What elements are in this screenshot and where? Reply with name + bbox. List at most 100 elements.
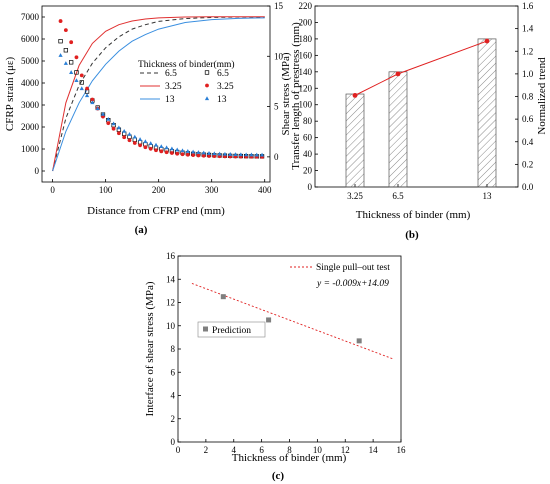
- panel-a-stress-point-6-5: [69, 60, 74, 65]
- panel-a-stress-point-3-25: [148, 146, 153, 151]
- panel-c-x-axis-label: Thickness of binder (mm): [232, 452, 347, 464]
- panel-a-stress-point-13: [127, 132, 132, 136]
- panel-a-stress-point-3-25: [170, 151, 174, 155]
- panel-b-bar: [388, 71, 408, 188]
- panel-a-left-tick-label: 5000: [21, 56, 40, 66]
- panel-a-stress-point-13: [164, 145, 169, 150]
- panel-a-stress-point-13: [153, 142, 159, 147]
- panel-a-stress-point-3-25: [58, 19, 63, 23]
- panel-c-y-axis-label: Interface of shear stress (MPa): [144, 281, 156, 416]
- panel-c: 0 2 4 6 8 10 12 14 16 0 2 4 6 8 10 12 14 16 Single pull–o…: [144, 251, 406, 482]
- panel-a-legend-stress-label: 6.5: [217, 69, 229, 79]
- panel-a-stress-point-13: [244, 152, 249, 157]
- panel-b-left-tick-label: 140: [299, 67, 313, 77]
- panel-a-legend: Thickness of binder(mm) 6.5 3.25 13 6.5 3.25…: [138, 59, 235, 105]
- panel-a-strain-curve-13: [52, 17, 265, 172]
- panel-a-stress-point-13: [259, 152, 265, 157]
- panel-a-legend-rows: 6.5 3.25 13 6.5 3.25 13: [140, 69, 234, 105]
- panel-a-legend-stress-marker: [205, 83, 209, 88]
- panel-c-x-tick-label: 10: [313, 445, 323, 455]
- panel-a-stress-point-3-25: [154, 148, 158, 153]
- panel-a-stress-point-3-25: [111, 126, 116, 131]
- panel-c-y-tick-label: 10: [166, 321, 176, 331]
- panel-a-stress-point-3-25: [201, 153, 206, 158]
- panel-a-stress-point-13: [111, 121, 116, 126]
- panel-c-equation: y = -0.009x+14.09: [316, 279, 389, 289]
- panel-b-left-tick-label: 220: [299, 1, 313, 11]
- panel-c-y-tick-label: 0: [171, 437, 176, 447]
- panel-a-stress-point-13: [159, 144, 164, 148]
- panel-b-right-tick-label: 1.2: [522, 46, 533, 56]
- panel-a-stress-point-13: [233, 152, 238, 157]
- panel-c-x-tick-label: 4: [232, 445, 237, 455]
- panel-a-stress-point-13: [74, 78, 79, 83]
- panel-c-x-tick-label: 16: [397, 445, 407, 455]
- panel-a-left-tick-label: 7000: [21, 12, 40, 22]
- panel-b-right-tick-label: 1.0: [522, 69, 534, 79]
- panel-c-x-tick-label: 12: [341, 445, 350, 455]
- panel-a-right-tick-label: 5: [274, 102, 279, 112]
- panel-a-x-tick-label: 400: [258, 185, 272, 195]
- panel-a-stress-point-3-25: [85, 86, 89, 91]
- panel-c-y-tick-label: 6: [171, 367, 176, 377]
- panel-a-stress-point-3-25: [175, 151, 180, 156]
- panel-c-x-tick-label: 0: [176, 445, 181, 455]
- panel-b-x-tick-label: 3.25: [347, 191, 363, 201]
- panel-a-legend-strain-label: 13: [165, 95, 175, 105]
- panel-c-y-tick-label: 4: [171, 391, 176, 401]
- panel-a-left-axis-label: CFRP strain (με): [4, 57, 16, 132]
- panel-a-stress-point-13: [249, 152, 254, 157]
- panel-a-stress-point-3-25: [143, 145, 148, 150]
- panel-a-stress-point-3-25: [106, 121, 111, 126]
- panel-a-stress-point-3-25: [79, 73, 84, 78]
- panel-b: 0 20 40 60 80 100 120 140 160 180 200 220 0.0 0.2 0.4 0…: [290, 1, 548, 241]
- panel-a-stress-point-13: [100, 111, 106, 116]
- panel-a-stress-point-13: [212, 151, 217, 156]
- panel-a-caption: (a): [135, 224, 148, 236]
- panel-a-stress-point-13: [228, 152, 233, 156]
- panel-b-right-tick-label: 1.6: [522, 1, 534, 11]
- panel-a-stress-point-3-25: [132, 141, 137, 145]
- panel-b-right-axis-label: Normalized trend: [536, 57, 548, 135]
- panel-a-strain-curves: [52, 16, 265, 172]
- panel-a-stress-point-13: [69, 70, 74, 74]
- panel-a-x-tick-label: 100: [99, 185, 113, 195]
- panel-c-prediction-legend-marker: [203, 326, 208, 332]
- panel-a-stress-point-13: [84, 93, 90, 98]
- panel-a-stress-point-3-25: [159, 149, 164, 154]
- panel-c-axes: 0 2 4 6 8 10 12 14 16 0 2 4 6 8 10 12 14 16: [166, 251, 406, 455]
- panel-a-stress-point-13: [95, 106, 100, 111]
- panel-a-left-tick-label: 4000: [21, 78, 40, 88]
- panel-a-left-tick-label: 0: [35, 166, 40, 176]
- panel-a-stress-point-3-25: [116, 131, 121, 136]
- panel-a-stress-point-13: [58, 53, 63, 57]
- panel-a-legend-stress-marker: [204, 96, 210, 101]
- panel-a-stress-point-3-25: [69, 40, 74, 45]
- panel-b-right-tick-label: 0.6: [522, 114, 534, 124]
- panel-a-stress-point-6-5: [79, 80, 84, 85]
- panel-b-left-tick-label: 120: [299, 83, 313, 93]
- panel-c-prediction-point: [220, 294, 226, 300]
- panel-a-stress-point-3-25: [164, 150, 169, 155]
- panel-a-x-tick-label: 300: [205, 185, 219, 195]
- panel-a-plot-frame: [41, 5, 271, 183]
- panel-a-axes: 0 100 200 300 400010002000300040005000600070…: [21, 1, 284, 195]
- panel-c-fit-legend: Single pull–out test: [290, 263, 390, 273]
- panel-c-x-tick-label: 14: [369, 445, 379, 455]
- panel-a-stress-point-13: [122, 129, 127, 133]
- panel-c-x-tick-label: 6: [259, 445, 264, 455]
- panel-a-stress-point-3-25: [74, 55, 79, 60]
- panel-a-stress-point-13: [148, 141, 153, 145]
- panel-a-stress-point-3-25: [63, 28, 68, 33]
- panel-a-stress-point-13: [206, 151, 212, 155]
- panel-a-stress-point-3-25: [196, 153, 201, 158]
- panel-a-stress-point-3-25: [207, 154, 211, 158]
- panel-a-stress-point-3-25: [138, 143, 142, 148]
- panel-b-trend-point: [484, 38, 490, 44]
- panel-b-left-tick-label: 80: [303, 116, 313, 126]
- panel-a-legend-stress-label: 13: [217, 95, 227, 105]
- panel-a-strain-curve-3-25: [52, 16, 265, 172]
- panel-a-stress-point-6-5: [63, 48, 69, 53]
- panel-a-stress-point-3-25: [127, 138, 132, 143]
